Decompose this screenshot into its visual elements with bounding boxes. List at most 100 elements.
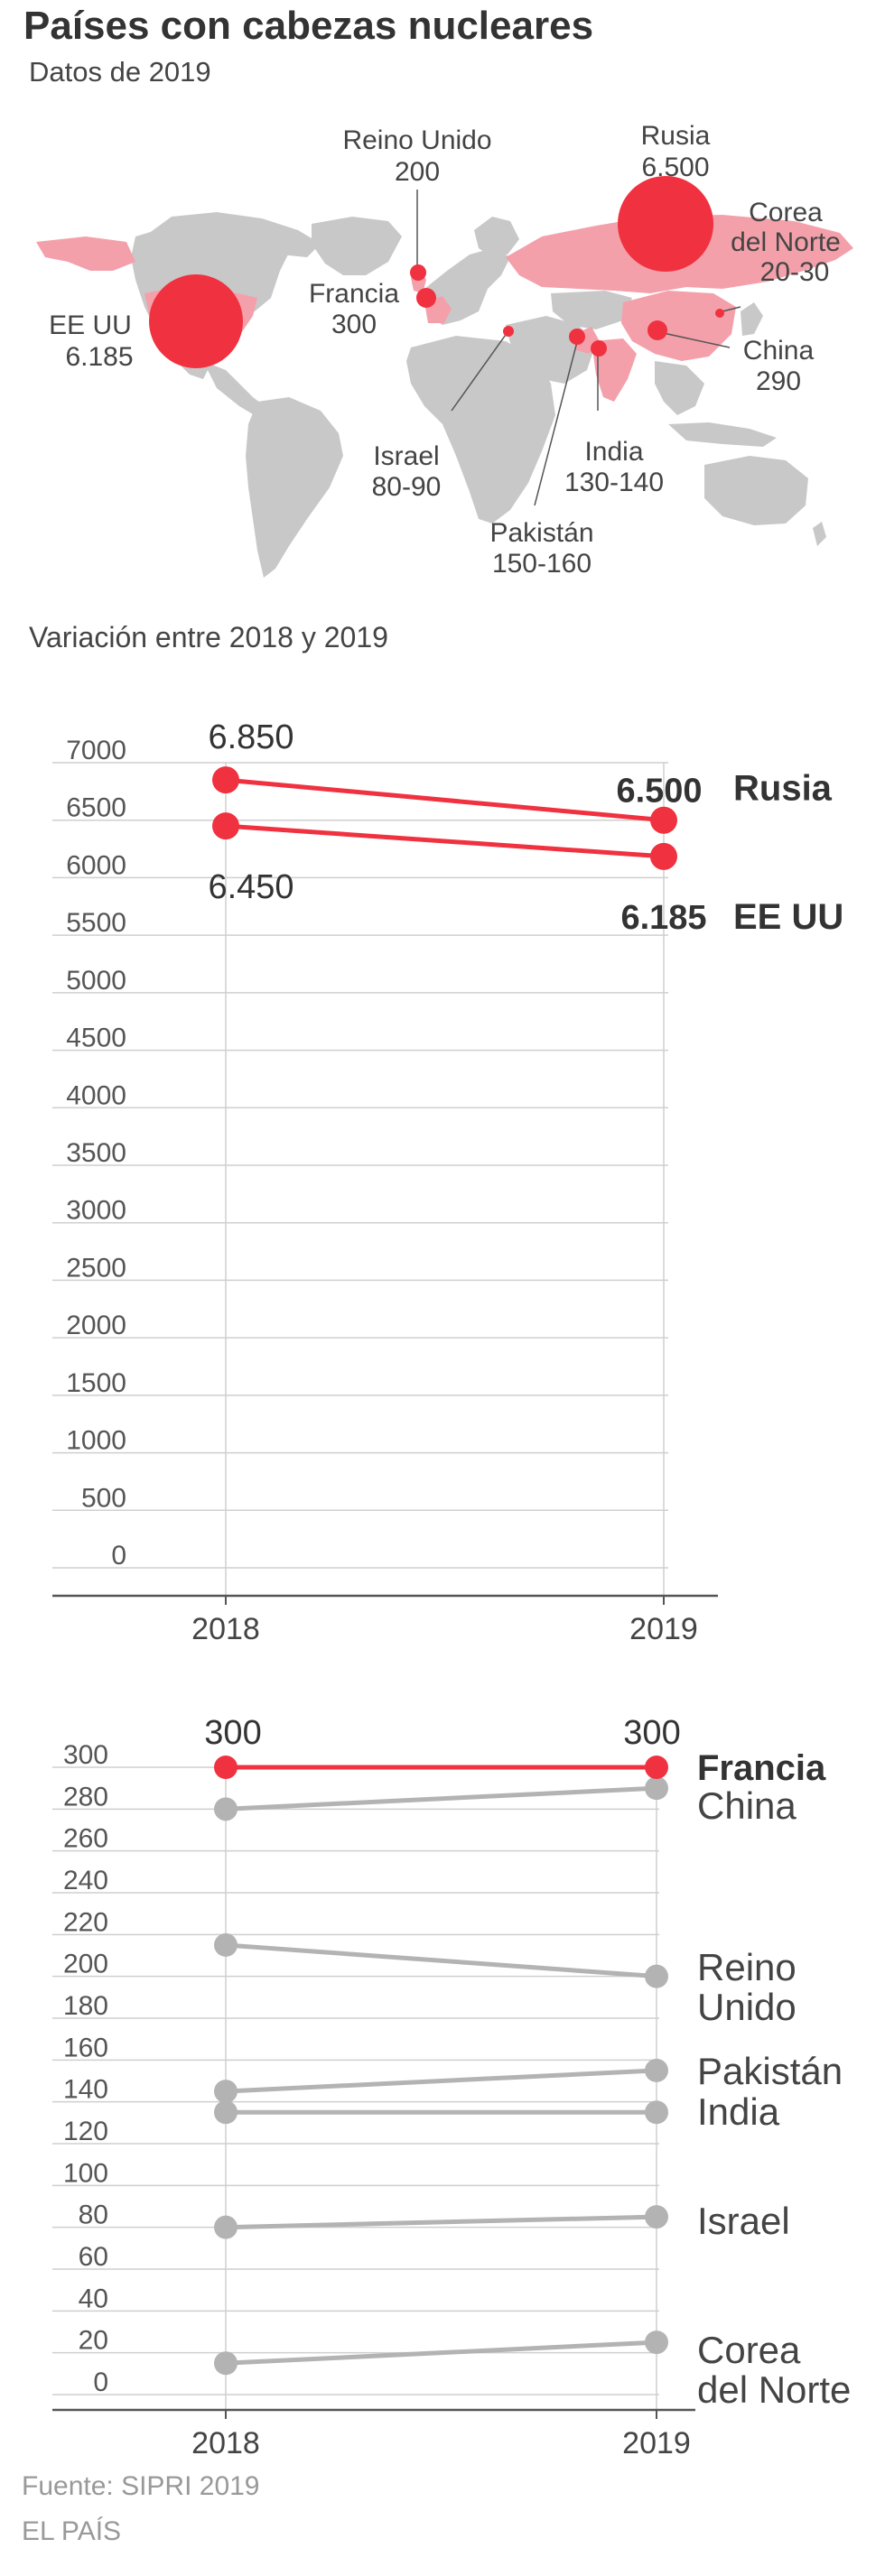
series-line-pakistan xyxy=(225,2068,657,2094)
land-new-zealand xyxy=(813,522,826,546)
y-tick-label: 1500 xyxy=(66,1368,126,1398)
point-pakistan-2019 xyxy=(645,2058,668,2082)
series-name-pakistan: Pakistán xyxy=(697,2050,843,2092)
y-tick-label: 5500 xyxy=(66,908,126,938)
y-tick-label: 2000 xyxy=(66,1311,126,1340)
series-name-francia: Francia xyxy=(697,1748,826,1788)
chart1-series xyxy=(212,766,677,870)
series-name-reino-unido: Unido xyxy=(697,1986,796,2028)
bubble-reino xyxy=(410,264,426,281)
land-south-america xyxy=(246,397,343,578)
chart2-series xyxy=(214,1756,668,2376)
series-name-india: India xyxy=(697,2090,780,2133)
bubble-corea xyxy=(715,309,724,318)
y-tick-label: 60 xyxy=(79,2242,108,2272)
point-reino-unido-2019 xyxy=(645,1964,668,1988)
y-tick-label: 0 xyxy=(93,2368,108,2397)
chart2-grid xyxy=(52,1766,695,2419)
x-tick-label: 2018 xyxy=(191,2426,260,2460)
y-tick-label: 0 xyxy=(111,1541,126,1571)
point-francia-2019 xyxy=(645,1756,668,1779)
bubble-rusia xyxy=(618,176,713,272)
y-tick-label: 500 xyxy=(81,1483,126,1513)
bubble-india xyxy=(591,340,607,357)
bubble-china xyxy=(647,320,667,340)
label-eeuu-2019: 6.185 xyxy=(620,899,706,937)
chart1-grid xyxy=(52,762,718,1605)
series-line-china xyxy=(225,1785,657,1812)
land-alaska xyxy=(36,236,135,271)
map-label-rusia: Rusia 6.500 xyxy=(641,121,711,182)
y-tick-label: 100 xyxy=(63,2158,108,2188)
leader-corea xyxy=(722,306,741,312)
x-tick-label: 2019 xyxy=(629,1612,698,1646)
source-note: Fuente: SIPRI 2019 xyxy=(22,2471,260,2501)
land-canada-north xyxy=(144,212,321,257)
point-reino-unido-2018 xyxy=(214,1932,238,1957)
map-label-china: China 290 xyxy=(743,336,815,396)
label-francia-2019: 300 xyxy=(623,1714,680,1752)
y-tick-label: 4500 xyxy=(66,1024,126,1053)
label-rusia-2018: 6.850 xyxy=(208,718,293,756)
point-india-2019 xyxy=(645,2100,668,2125)
chart1-y-ticks: 7000650060005500500045004000350030002500… xyxy=(66,736,126,1571)
point-rusia-2018 xyxy=(212,766,239,794)
bubble-eeuu xyxy=(149,274,243,368)
map-label-eeuu: EE UU 6.185 xyxy=(49,310,133,372)
y-tick-label: 20 xyxy=(79,2326,108,2356)
label-rusia-2019: 6.500 xyxy=(616,773,702,811)
x-tick-label: 2018 xyxy=(191,1612,260,1646)
y-tick-label: 120 xyxy=(63,2117,108,2146)
leader-israel xyxy=(451,331,508,412)
point-pakistan-2018 xyxy=(214,2080,238,2104)
y-tick-label: 260 xyxy=(63,1824,108,1854)
y-tick-label: 1000 xyxy=(66,1426,126,1456)
bubble-pakistan xyxy=(569,329,585,345)
land-japan xyxy=(741,302,763,336)
y-tick-label: 4000 xyxy=(66,1080,126,1110)
y-tick-label: 140 xyxy=(63,2075,108,2105)
point-corea-del-norte-2018 xyxy=(214,2351,238,2376)
section-label: Variación entre 2018 y 2019 xyxy=(29,621,388,653)
series-name-rusia: Rusia xyxy=(733,769,833,809)
series-name-reino-unido: Reino xyxy=(697,1946,796,1988)
map-label-israel: Israel 80-90 xyxy=(372,441,442,502)
point-ee-uu-2019 xyxy=(650,842,677,870)
point-israel-2018 xyxy=(214,2215,238,2239)
point-china-2018 xyxy=(214,1797,238,1821)
y-tick-label: 240 xyxy=(63,1866,108,1895)
land-indonesia xyxy=(668,422,777,447)
chart1-labels: 2018 2019 6.850 6.450 6.500 6.185 Rusia EE UU xyxy=(191,718,843,1646)
y-tick-label: 220 xyxy=(63,1907,108,1937)
land-scandinavia xyxy=(474,217,519,257)
world-map: EE UU 6.185 Reino Unido 200 Francia 300 Rus… xyxy=(36,121,853,579)
y-tick-label: 280 xyxy=(63,1782,108,1812)
y-tick-label: 2500 xyxy=(66,1253,126,1283)
point-china-2019 xyxy=(645,1776,668,1801)
label-francia-2018: 300 xyxy=(204,1714,261,1752)
map-label-pakistan: Pakistán 150-160 xyxy=(489,518,593,579)
series-line-israel xyxy=(225,2214,657,2230)
chart-subtitle: Datos de 2019 xyxy=(29,56,211,88)
land-china xyxy=(621,291,736,361)
land-central-asia xyxy=(551,291,632,329)
brand-label: EL PAÍS xyxy=(22,2516,122,2546)
y-tick-label: 80 xyxy=(79,2201,108,2230)
map-label-corea: Corea del Norte 20-30 xyxy=(731,198,841,287)
point-corea-del-norte-2019 xyxy=(645,2330,668,2355)
chart-rusia-eeuu: 7000650060005500500045004000350030002500… xyxy=(52,718,843,1646)
series-name-corea-del-norte: del Norte xyxy=(697,2368,851,2411)
y-tick-label: 300 xyxy=(63,1740,108,1770)
land-central-america xyxy=(203,361,271,420)
point-francia-2018 xyxy=(214,1756,238,1779)
bubble-francia xyxy=(416,288,436,308)
land-greenland xyxy=(312,217,402,275)
point-israel-2019 xyxy=(645,2205,668,2229)
y-tick-label: 40 xyxy=(79,2284,108,2313)
bubble-israel xyxy=(503,326,514,337)
y-tick-label: 5000 xyxy=(66,966,126,996)
series-line-reino-unido xyxy=(225,1942,657,1979)
y-tick-label: 200 xyxy=(63,1950,108,1979)
